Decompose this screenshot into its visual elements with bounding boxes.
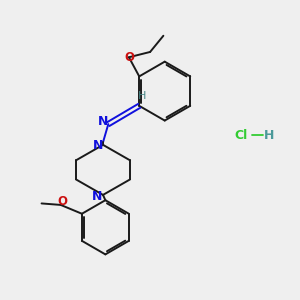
- Text: O: O: [57, 195, 67, 208]
- Text: N: N: [92, 139, 103, 152]
- Text: N: N: [98, 115, 108, 128]
- Text: O: O: [124, 51, 134, 64]
- Text: Cl: Cl: [235, 129, 248, 142]
- Text: H: H: [138, 91, 146, 100]
- Text: N: N: [92, 190, 102, 203]
- Text: H: H: [264, 129, 274, 142]
